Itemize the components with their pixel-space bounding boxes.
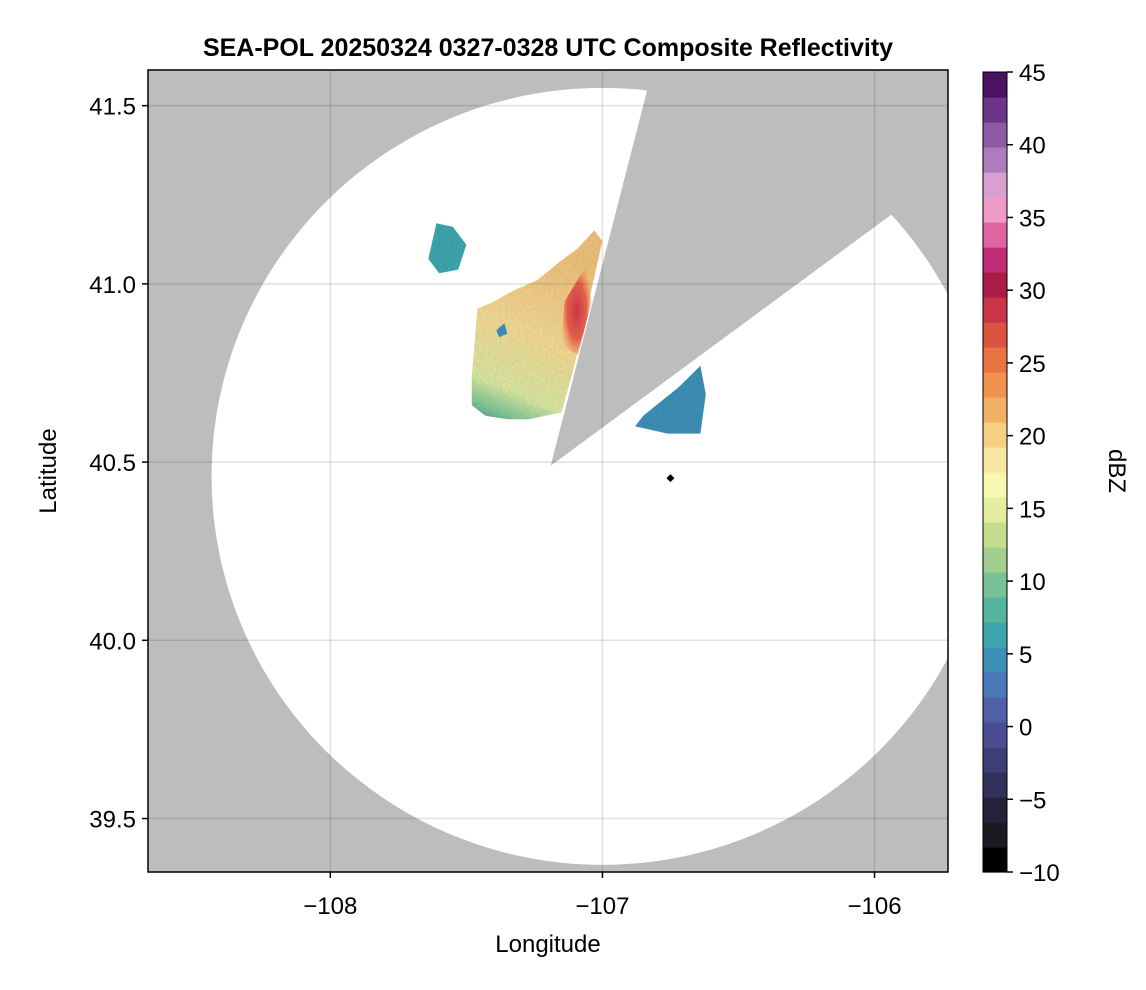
colorbar-segment	[983, 797, 1007, 823]
colorbar-segment	[983, 522, 1007, 548]
colorbar-tick-label: 40	[1019, 133, 1046, 160]
echo-small-cell	[496, 323, 508, 338]
echo-northwest-cell	[428, 223, 467, 274]
echo-core-main	[561, 266, 592, 356]
x-tick-label: −107	[575, 893, 629, 920]
colorbar-segment	[983, 572, 1007, 598]
x-axis-label: Longitude	[495, 931, 600, 958]
colorbar-tick-label: 0	[1019, 715, 1032, 742]
colorbar-tick-label: −10	[1019, 860, 1060, 887]
colorbar	[982, 71, 1008, 873]
y-tick-label: 40.0	[89, 628, 136, 655]
colorbar-segment	[983, 247, 1007, 273]
colorbar-segment	[983, 447, 1007, 473]
colorbar-tick-label: 25	[1019, 351, 1046, 378]
x-tick-label: −106	[847, 893, 901, 920]
colorbar-segment	[983, 172, 1007, 198]
echo-east-cell	[635, 365, 706, 434]
grid-lines	[148, 70, 948, 872]
colorbar-segment	[983, 497, 1007, 523]
colorbar-segment	[983, 772, 1007, 798]
colorbar-segment	[983, 422, 1007, 448]
colorbar-ticks: −10 −5 0 5 10 15 20 25 30 35 40 45	[1007, 60, 1060, 887]
colorbar-segment	[983, 72, 1007, 98]
colorbar-segment	[983, 647, 1007, 673]
colorbar-segment	[983, 622, 1007, 648]
plot-frame	[147, 69, 949, 873]
colorbar-tick-label: 15	[1019, 496, 1046, 523]
colorbar-segment	[983, 222, 1007, 248]
colorbar-segment	[983, 122, 1007, 148]
colorbar-frame	[982, 71, 1008, 873]
colorbar-segment	[983, 472, 1007, 498]
colorbar-segment	[983, 697, 1007, 723]
colorbar-tick-label: 35	[1019, 205, 1046, 232]
colorbar-segment	[983, 322, 1007, 348]
colorbar-segment	[983, 272, 1007, 298]
x-tick-label: −108	[303, 893, 357, 920]
colorbar-segment	[983, 747, 1007, 773]
colorbar-tick-label: 10	[1019, 569, 1046, 596]
colorbar-tick-label: 20	[1019, 424, 1046, 451]
colorbar-segment	[983, 372, 1007, 398]
colorbar-segment	[983, 847, 1007, 873]
colorbar-tick-label: 30	[1019, 278, 1046, 305]
colorbar-tick-label: 45	[1019, 60, 1046, 87]
colorbar-tick-label: 5	[1019, 642, 1032, 669]
colorbar-segment	[983, 197, 1007, 223]
colorbar-segment	[983, 547, 1007, 573]
radar-site-marker	[666, 474, 675, 483]
y-tick-label: 39.5	[89, 807, 136, 834]
echo-main	[471, 230, 603, 420]
colorbar-segment	[983, 297, 1007, 323]
colorbar-label: dBZ	[1103, 449, 1130, 493]
blocked-sector	[550, 70, 948, 466]
colorbar-segment	[983, 397, 1007, 423]
colorbar-segment	[983, 722, 1007, 748]
colorbar-segment	[983, 822, 1007, 848]
echo-layer	[428, 223, 706, 434]
colorbar-segment	[983, 97, 1007, 123]
y-axis-ticks: 39.5 40.0 40.5 41.0 41.5	[89, 94, 148, 834]
colorbar-segment	[983, 147, 1007, 173]
chart-title: SEA-POL 20250324 0327-0328 UTC Composite…	[203, 34, 893, 62]
colorbar-segment	[983, 672, 1007, 698]
colorbar-segment	[983, 347, 1007, 373]
y-axis-label: Latitude	[35, 428, 62, 513]
y-tick-label: 41.0	[89, 272, 136, 299]
colorbar-tick-label: −5	[1019, 787, 1046, 814]
x-axis-ticks: −108 −107 −106	[303, 872, 902, 920]
plot-area	[148, 70, 948, 872]
y-tick-label: 41.5	[89, 94, 136, 121]
y-tick-label: 40.5	[89, 450, 136, 477]
colorbar-segment	[983, 597, 1007, 623]
